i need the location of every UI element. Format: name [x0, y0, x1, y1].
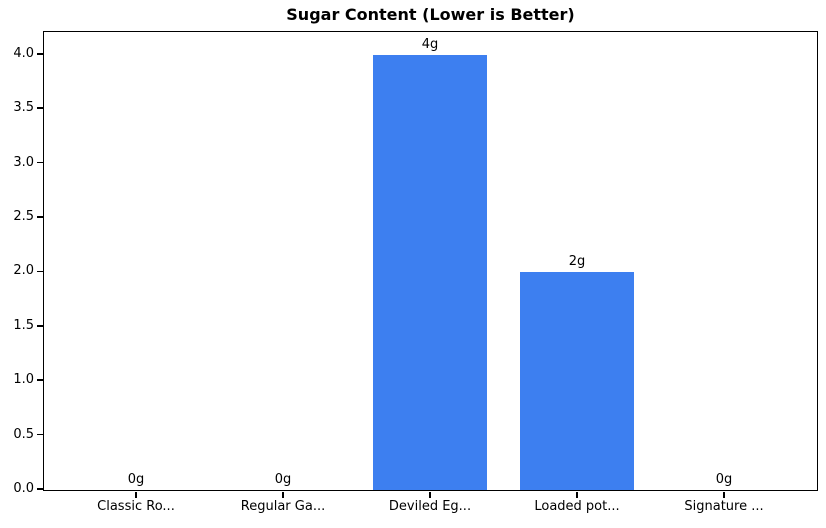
y-axis-tick — [37, 53, 43, 55]
y-axis-tick — [37, 488, 43, 490]
bar-value-label: 0g — [127, 472, 145, 487]
y-axis-tick — [37, 379, 43, 381]
bar-value-label: 2g — [568, 254, 586, 270]
y-axis-tick — [37, 216, 43, 218]
x-axis-tick-label: Loaded pot... — [534, 499, 620, 514]
bar — [373, 54, 487, 490]
y-axis-tick-label: 0.5 — [13, 426, 34, 442]
x-axis-tick-label: Deviled Eg... — [388, 499, 472, 514]
y-axis-tick — [37, 107, 43, 109]
x-axis-tick-label: Classic Ro... — [97, 499, 175, 514]
y-axis-tick — [37, 325, 43, 327]
y-axis-tick-label: 2.0 — [13, 263, 34, 279]
x-axis-tick — [576, 491, 578, 498]
plot-area: 0.0 0.5 1.0 1.5 2.0 2.5 3.0 3.5 4.0 0g Classic Ro.… — [13, 31, 818, 514]
x-axis-tick-label: Signature ... — [684, 499, 764, 514]
y-axis-tick-label: 3.5 — [13, 100, 34, 116]
x-axis-tick — [135, 491, 137, 498]
y-axis-tick-label: 4.0 — [13, 45, 34, 61]
x-axis-tick — [282, 491, 284, 498]
y-axis-tick-label: 1.0 — [13, 372, 34, 388]
y-axis-tick — [37, 433, 43, 436]
x-axis-tick-label: Regular Ga... — [240, 499, 326, 514]
y-axis-tick-label: 2.5 — [13, 208, 34, 224]
bar-value-label: 4g — [421, 36, 439, 52]
y-axis-tick-label: 3.0 — [13, 154, 34, 170]
y-axis-tick-label: 0.0 — [13, 481, 34, 496]
chart-title: Sugar Content (Lower is Better) — [286, 5, 575, 24]
bar — [520, 272, 634, 490]
y-axis-tick — [37, 270, 43, 273]
y-axis-tick-label: 1.5 — [13, 317, 34, 333]
y-axis-tick — [37, 161, 43, 164]
bar-value-label: 0g — [715, 472, 733, 487]
x-axis-tick — [723, 491, 725, 498]
bar-value-label: 0g — [274, 472, 292, 487]
x-axis-tick — [429, 491, 431, 498]
